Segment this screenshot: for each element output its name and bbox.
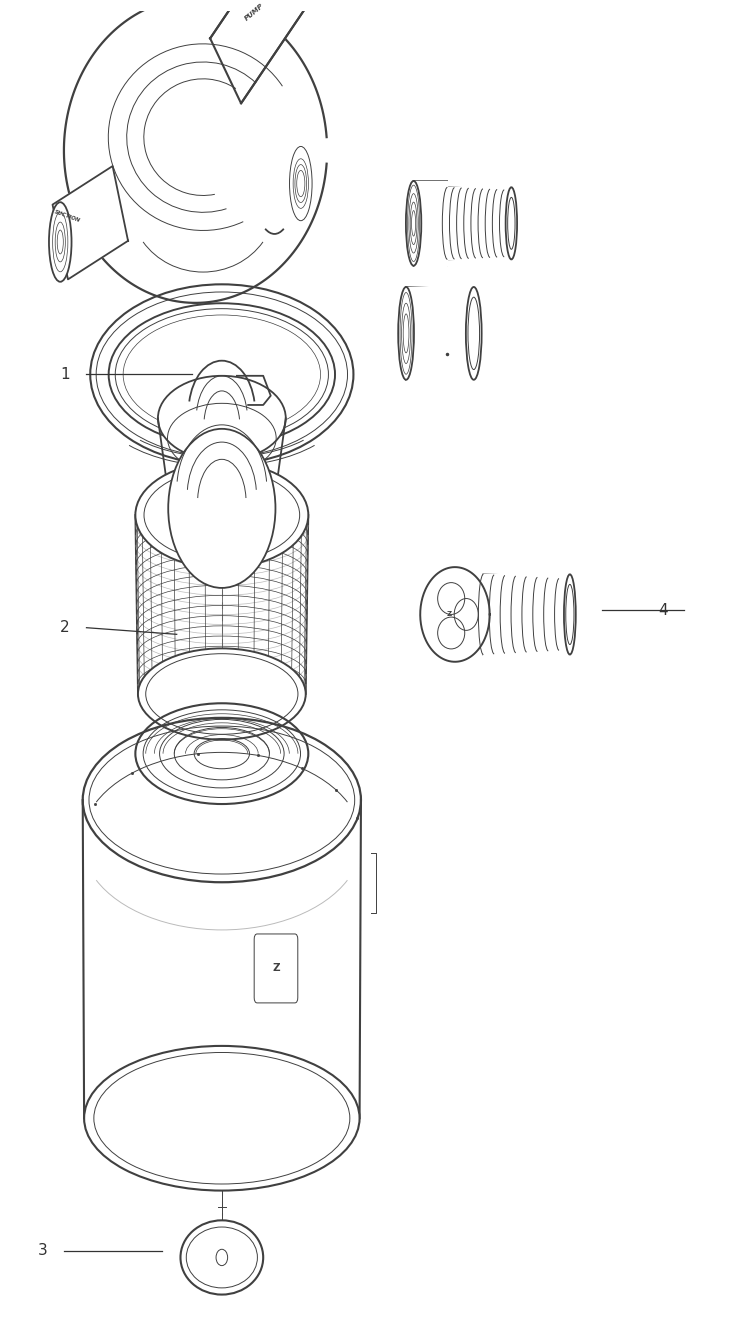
Ellipse shape [290, 147, 312, 221]
Polygon shape [484, 575, 570, 655]
Polygon shape [53, 166, 128, 279]
Text: 1: 1 [60, 366, 70, 382]
Ellipse shape [80, 714, 364, 886]
Text: 4: 4 [658, 603, 668, 618]
Ellipse shape [168, 429, 275, 588]
Text: PUMP: PUMP [244, 3, 265, 21]
Polygon shape [420, 567, 490, 662]
Ellipse shape [90, 285, 353, 465]
Ellipse shape [406, 180, 421, 266]
Text: 2: 2 [60, 620, 70, 635]
Ellipse shape [138, 648, 306, 739]
Polygon shape [406, 287, 474, 380]
FancyBboxPatch shape [254, 935, 298, 1003]
Ellipse shape [84, 1046, 359, 1190]
Ellipse shape [505, 187, 517, 259]
Ellipse shape [135, 463, 308, 568]
Text: Z: Z [272, 964, 280, 973]
Text: Z: Z [447, 611, 451, 618]
Polygon shape [414, 180, 447, 266]
Text: 3: 3 [38, 1243, 47, 1258]
Ellipse shape [158, 376, 286, 461]
Ellipse shape [180, 1221, 263, 1294]
Ellipse shape [398, 287, 414, 380]
Polygon shape [83, 800, 361, 1118]
Polygon shape [447, 187, 511, 259]
Polygon shape [64, 0, 326, 303]
Ellipse shape [465, 287, 481, 380]
Ellipse shape [564, 575, 576, 655]
Text: SUCTION: SUCTION [54, 209, 81, 223]
Polygon shape [210, 0, 322, 103]
Ellipse shape [49, 202, 71, 282]
Ellipse shape [135, 703, 308, 804]
